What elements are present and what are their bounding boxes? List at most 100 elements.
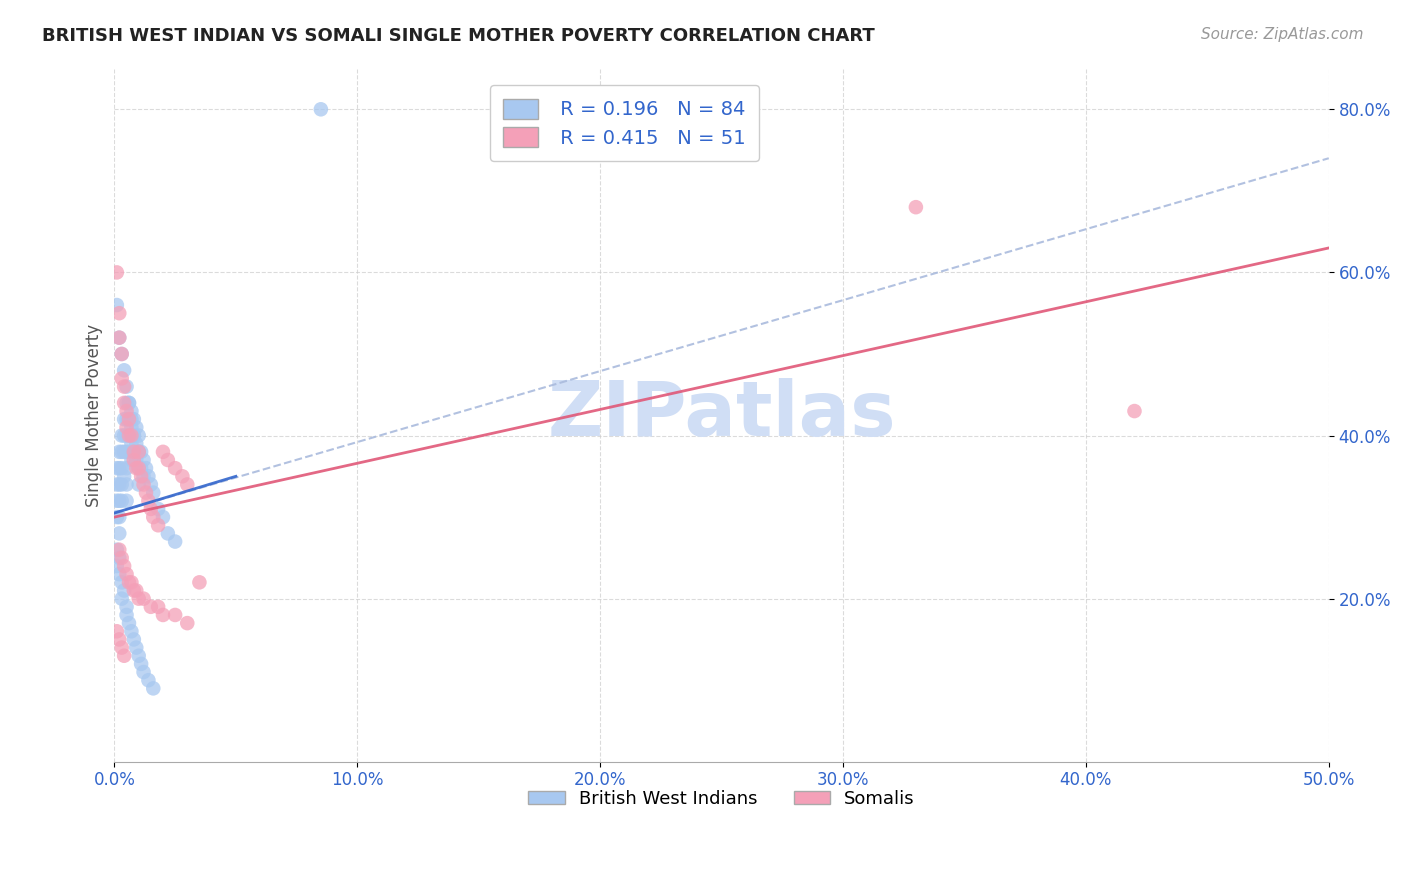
Point [176, 616, 198, 631]
Point [129, 657, 152, 671]
Point [122, 445, 145, 459]
Point [112, 559, 135, 574]
Point [122, 428, 145, 442]
Point [108, 542, 131, 557]
Point [111, 445, 134, 459]
Point [120, 404, 142, 418]
Point [129, 469, 152, 483]
Point [112, 648, 135, 663]
Point [172, 469, 194, 483]
Point [108, 445, 131, 459]
Point [132, 453, 155, 467]
Point [132, 477, 155, 491]
Point [111, 461, 134, 475]
Point [111, 493, 134, 508]
Point [112, 412, 135, 426]
Point [108, 567, 131, 582]
Point [115, 404, 138, 418]
Point [129, 445, 152, 459]
Text: ZIPatlas: ZIPatlas [547, 378, 896, 452]
Point [118, 616, 141, 631]
Point [105, 461, 128, 475]
Point [138, 469, 160, 483]
Point [135, 461, 157, 475]
Point [111, 477, 134, 491]
Point [111, 591, 134, 606]
Point [108, 461, 131, 475]
Point [146, 599, 169, 614]
Point [108, 331, 131, 345]
Point [111, 428, 134, 442]
Point [105, 624, 128, 639]
Point [112, 363, 135, 377]
Point [105, 510, 128, 524]
Point [138, 673, 160, 688]
Point [904, 200, 927, 214]
Point [108, 632, 131, 647]
Point [125, 453, 148, 467]
Point [111, 575, 134, 590]
Point [108, 550, 131, 565]
Point [139, 477, 162, 491]
Point [138, 493, 160, 508]
Point [309, 103, 332, 117]
Point [112, 445, 135, 459]
Point [108, 510, 131, 524]
Point [128, 445, 150, 459]
Point [152, 445, 174, 459]
Point [132, 591, 155, 606]
Point [118, 412, 141, 426]
Point [115, 493, 138, 508]
Point [122, 412, 145, 426]
Point [111, 371, 134, 385]
Point [152, 510, 174, 524]
Point [120, 436, 142, 450]
Point [122, 632, 145, 647]
Legend: British West Indians, Somalis: British West Indians, Somalis [522, 782, 922, 815]
Point [120, 575, 142, 590]
Point [132, 665, 155, 679]
Point [142, 681, 165, 696]
Point [142, 485, 165, 500]
Point [129, 461, 152, 475]
Point [111, 347, 134, 361]
Point [142, 510, 165, 524]
Point [111, 640, 134, 655]
Point [115, 420, 138, 434]
Point [112, 469, 135, 483]
Point [108, 526, 131, 541]
Point [125, 436, 148, 450]
Point [146, 502, 169, 516]
Point [108, 493, 131, 508]
Point [122, 583, 145, 598]
Point [108, 477, 131, 491]
Point [115, 379, 138, 393]
Point [1123, 404, 1146, 418]
Point [118, 396, 141, 410]
Point [112, 396, 135, 410]
Point [146, 518, 169, 533]
Point [156, 526, 179, 541]
Point [128, 461, 150, 475]
Point [128, 477, 150, 491]
Point [118, 428, 141, 442]
Point [120, 428, 142, 442]
Point [115, 477, 138, 491]
Point [165, 607, 187, 622]
Point [125, 461, 148, 475]
Point [105, 493, 128, 508]
Point [165, 534, 187, 549]
Point [118, 412, 141, 426]
Point [115, 461, 138, 475]
Point [105, 477, 128, 491]
Point [115, 567, 138, 582]
Point [115, 428, 138, 442]
Point [125, 640, 148, 655]
Point [176, 477, 198, 491]
Point [122, 445, 145, 459]
Point [128, 648, 150, 663]
Point [105, 265, 128, 279]
Point [128, 461, 150, 475]
Point [125, 583, 148, 598]
Point [108, 306, 131, 320]
